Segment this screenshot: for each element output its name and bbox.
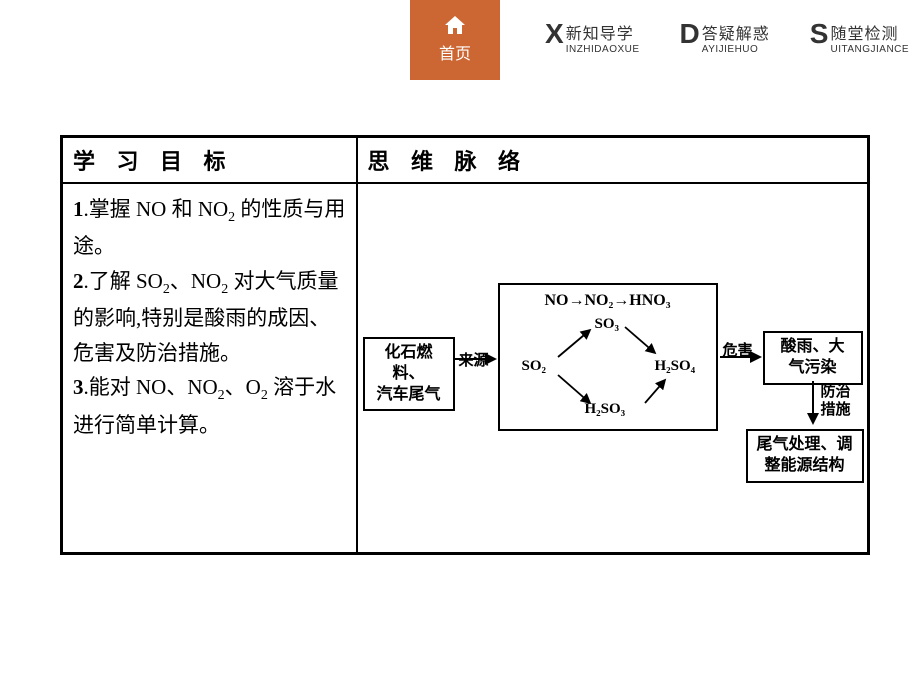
tab-sub: AYIJIEHUO (702, 44, 770, 55)
top-nav: 首页 X 新知导学 INZHIDAOXUE D 答疑解惑 AYIJIEHUO S… (410, 0, 909, 80)
nav-tab-xinzhi[interactable]: X 新知导学 INZHIDAOXUE (545, 20, 640, 55)
home-button[interactable]: 首页 (410, 0, 500, 80)
goal-num: 1 (73, 197, 84, 221)
box-source: 化石燃料、汽车尾气 (363, 337, 455, 411)
tab-main: 随堂检测 (830, 20, 909, 44)
label-fangzhi: 防治措施 (821, 383, 851, 419)
nav-tab-dayi[interactable]: D 答疑解惑 AYIJIEHUO (680, 20, 770, 55)
home-icon (445, 16, 465, 34)
h2so4: H₂SO₄ (655, 357, 696, 377)
box-reactions: NO→NO₂→HNO₃ SO₃ SO₂ H₂SO₄ H₂SO₃ (498, 283, 718, 431)
header-left: 学 习 目 标 (62, 137, 357, 184)
goal-num: 3 (73, 375, 84, 399)
box-solution: 尾气处理、调整能源结构 (746, 429, 864, 483)
tab-main: 答疑解惑 (702, 20, 770, 44)
label-weihai: 危害 (723, 339, 753, 360)
header-right: 思 维 脉 络 (357, 137, 869, 184)
tab-letter: S (810, 20, 829, 48)
box-harm: 酸雨、大气污染 (763, 331, 863, 385)
content-table: 学 习 目 标 思 维 脉 络 1.掌握 NO 和 NO2 的性质与用途。 2.… (60, 135, 870, 555)
reactions-top-line: NO→NO₂→HNO₃ (500, 291, 716, 312)
nav-tabs: X 新知导学 INZHIDAOXUE D 答疑解惑 AYIJIEHUO S 随堂… (545, 0, 909, 55)
goal-num: 2 (73, 269, 84, 293)
nav-tab-suitang[interactable]: S 随堂检测 UITANGJIANCE (810, 20, 909, 55)
tab-letter: D (680, 20, 700, 48)
tab-sub: INZHIDAOXUE (566, 44, 640, 55)
h2so3: H₂SO₃ (585, 400, 626, 420)
so2: SO₂ (522, 357, 547, 377)
so3: SO₃ (595, 315, 620, 335)
tab-letter: X (545, 20, 564, 48)
down-arrow (803, 381, 823, 429)
learning-goals: 1.掌握 NO 和 NO2 的性质与用途。 2.了解 SO2、NO2 对大气质量… (62, 183, 357, 553)
tab-main: 新知导学 (566, 20, 640, 44)
mind-map-cell: www.bdocx.com 化石燃料、汽车尾气 来源 NO→NO₂→HNO₃ (357, 183, 869, 553)
home-label: 首页 (439, 40, 471, 64)
label-laiyuan: 来源 (459, 349, 489, 370)
tab-sub: UITANGJIANCE (830, 44, 909, 55)
